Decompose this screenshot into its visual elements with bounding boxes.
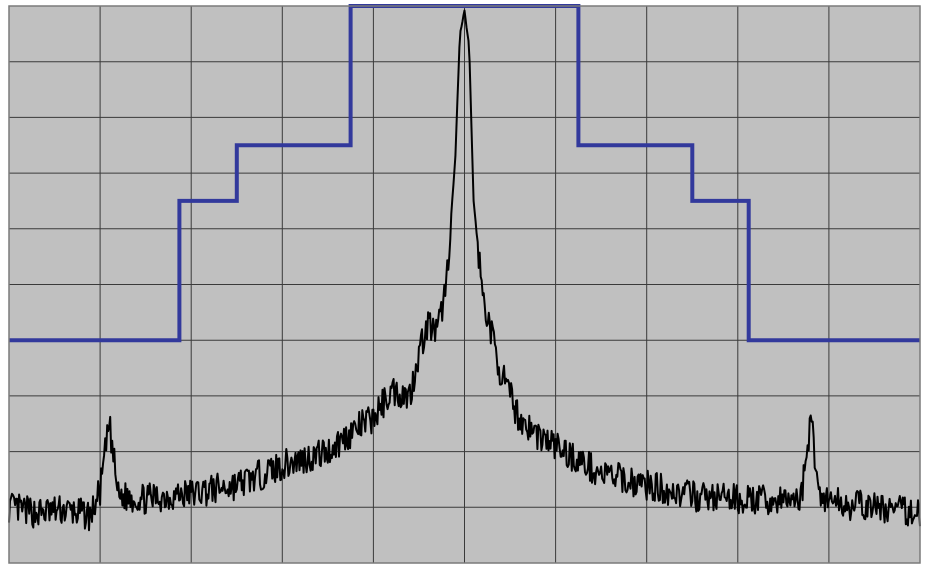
spectrum-trace-line (8, 9, 921, 532)
plot-border (8, 5, 921, 564)
